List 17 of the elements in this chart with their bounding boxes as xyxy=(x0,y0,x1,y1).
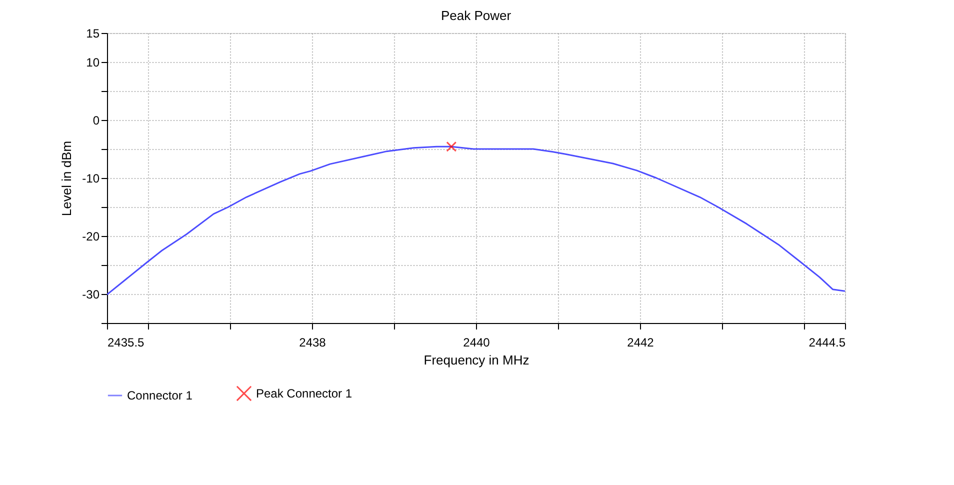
y-tick-label: 15 xyxy=(86,26,100,40)
y-axis-title: Level in dBm xyxy=(59,140,74,216)
line-series xyxy=(107,146,845,296)
y-tick-label: -30 xyxy=(82,288,100,302)
x-tick-label: 2438 xyxy=(299,336,326,350)
x-tick-label: 2440 xyxy=(463,336,490,350)
chart-title: Peak Power xyxy=(440,8,512,23)
y-tick-label: 0 xyxy=(92,114,100,128)
x-tick-label: 2435.5 xyxy=(108,336,145,350)
x-axis-title: Frequency in MHz xyxy=(424,352,530,368)
legend-label: Peak Connector 1 xyxy=(256,386,352,400)
x-tick-label: 2442 xyxy=(627,336,654,350)
y-tick-label: 10 xyxy=(86,56,100,70)
x-tick-label: 2444.5 xyxy=(808,336,846,350)
y-tick-label: -20 xyxy=(82,230,100,244)
y-tick-label: -10 xyxy=(82,172,100,186)
legend-label: Connector 1 xyxy=(127,388,193,402)
